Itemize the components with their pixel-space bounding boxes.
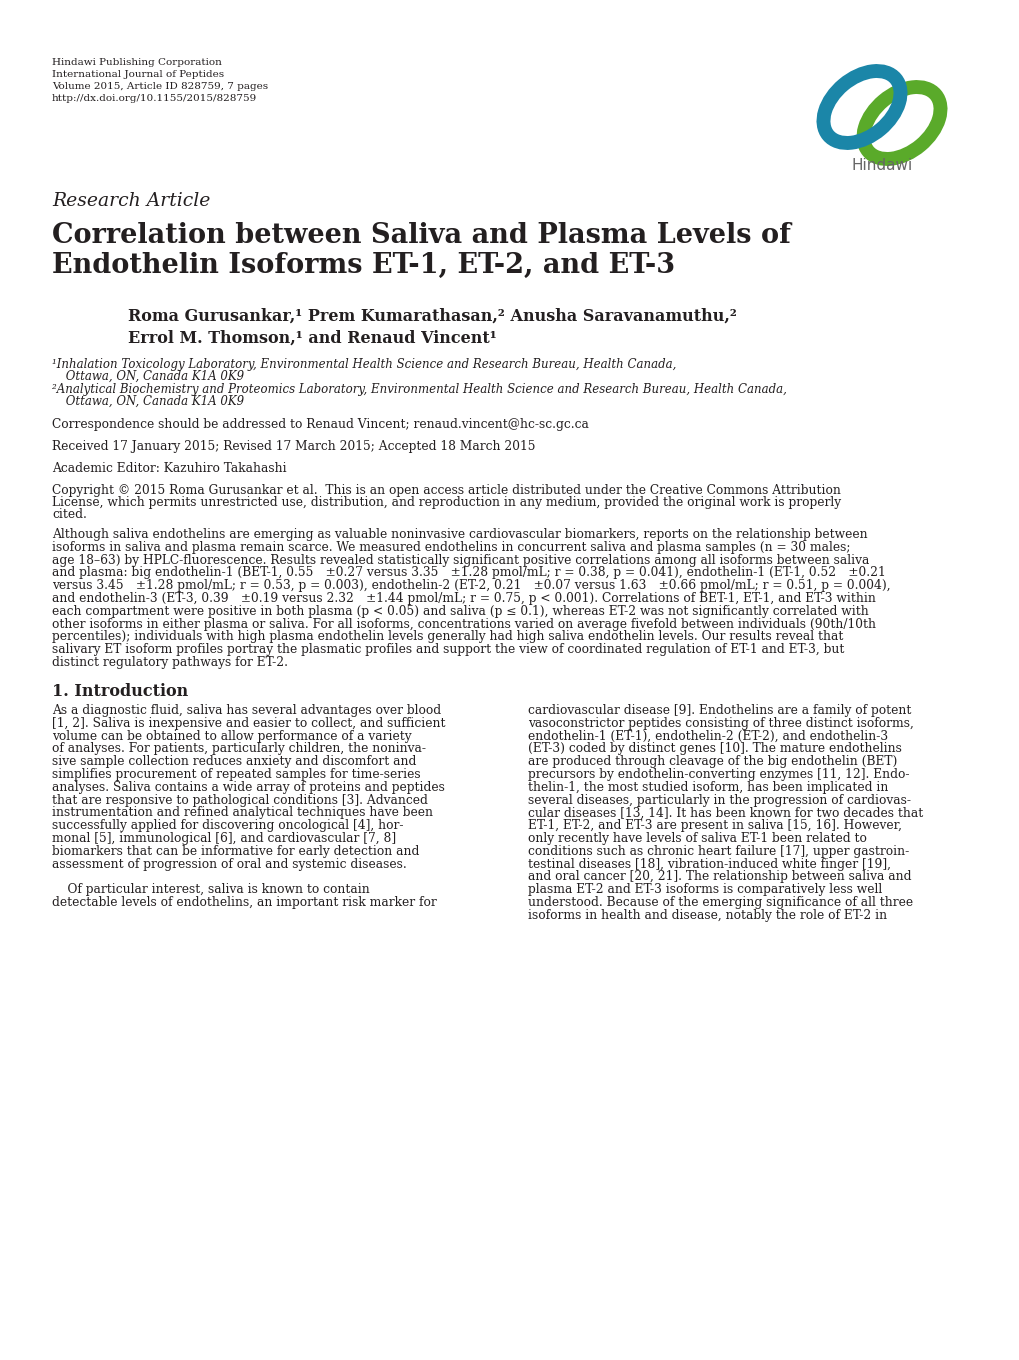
Text: International Journal of Peptides: International Journal of Peptides xyxy=(52,69,224,79)
Text: ET-1, ET-2, and ET-3 are present in saliva [15, 16]. However,: ET-1, ET-2, and ET-3 are present in sali… xyxy=(528,819,901,832)
Text: [1, 2]. Saliva is inexpensive and easier to collect, and sufficient: [1, 2]. Saliva is inexpensive and easier… xyxy=(52,717,445,730)
Text: ²Analytical Biochemistry and Proteomics Laboratory, Environmental Health Science: ²Analytical Biochemistry and Proteomics … xyxy=(52,384,786,396)
Text: License, which permits unrestricted use, distribution, and reproduction in any m: License, which permits unrestricted use,… xyxy=(52,496,841,509)
Text: detectable levels of endothelins, an important risk marker for: detectable levels of endothelins, an imp… xyxy=(52,896,436,908)
Text: each compartment were positive in both plasma (p < 0.05) and saliva (p ≤ 0.1), w: each compartment were positive in both p… xyxy=(52,605,868,617)
Text: cited.: cited. xyxy=(52,509,87,521)
Text: of analyses. For patients, particularly children, the noninva-: of analyses. For patients, particularly … xyxy=(52,743,426,755)
Text: Copyright © 2015 Roma Gurusankar et al.  This is an open access article distribu: Copyright © 2015 Roma Gurusankar et al. … xyxy=(52,484,840,496)
Text: cular diseases [13, 14]. It has been known for two decades that: cular diseases [13, 14]. It has been kno… xyxy=(528,806,922,819)
Text: and plasma: big endothelin-1 (BET-1, 0.55 ±0.27 versus 3.35 ±1.28 pmol/mL; r = 0: and plasma: big endothelin-1 (BET-1, 0.5… xyxy=(52,566,884,579)
Text: thelin-1, the most studied isoform, has been implicated in: thelin-1, the most studied isoform, has … xyxy=(528,781,888,794)
Text: and oral cancer [20, 21]. The relationship between saliva and: and oral cancer [20, 21]. The relationsh… xyxy=(528,870,911,884)
Text: cardiovascular disease [9]. Endothelins are a family of potent: cardiovascular disease [9]. Endothelins … xyxy=(528,704,911,717)
Text: understood. Because of the emerging significance of all three: understood. Because of the emerging sign… xyxy=(528,896,912,908)
Text: volume can be obtained to allow performance of a variety: volume can be obtained to allow performa… xyxy=(52,729,412,743)
Text: Academic Editor: Kazuhiro Takahashi: Academic Editor: Kazuhiro Takahashi xyxy=(52,462,286,475)
Text: testinal diseases [18], vibration-induced white finger [19],: testinal diseases [18], vibration-induce… xyxy=(528,858,891,870)
Text: Correspondence should be addressed to Renaud Vincent; renaud.vincent@hc-sc.gc.ca: Correspondence should be addressed to Re… xyxy=(52,418,588,431)
Text: Ottawa, ON, Canada K1A 0K9: Ottawa, ON, Canada K1A 0K9 xyxy=(62,394,244,408)
Text: conditions such as chronic heart failure [17], upper gastroin-: conditions such as chronic heart failure… xyxy=(528,845,908,858)
Text: analyses. Saliva contains a wide array of proteins and peptides: analyses. Saliva contains a wide array o… xyxy=(52,781,444,794)
Text: (ET-3) coded by distinct genes [10]. The mature endothelins: (ET-3) coded by distinct genes [10]. The… xyxy=(528,743,901,755)
Text: and endothelin-3 (ET-3, 0.39 ±0.19 versus 2.32 ±1.44 pmol/mL; r = 0.75, p < 0.00: and endothelin-3 (ET-3, 0.39 ±0.19 versu… xyxy=(52,592,875,605)
Text: that are responsive to pathological conditions [3]. Advanced: that are responsive to pathological cond… xyxy=(52,794,427,806)
Text: Although saliva endothelins are emerging as valuable noninvasive cardiovascular : Although saliva endothelins are emerging… xyxy=(52,528,867,541)
Text: biomarkers that can be informative for early detection and: biomarkers that can be informative for e… xyxy=(52,845,419,858)
Text: vasoconstrictor peptides consisting of three distinct isoforms,: vasoconstrictor peptides consisting of t… xyxy=(528,717,913,730)
Text: salivary ET isoform profiles portray the plasmatic profiles and support the view: salivary ET isoform profiles portray the… xyxy=(52,643,844,656)
Text: http://dx.doi.org/10.1155/2015/828759: http://dx.doi.org/10.1155/2015/828759 xyxy=(52,94,257,103)
Text: monal [5], immunological [6], and cardiovascular [7, 8]: monal [5], immunological [6], and cardio… xyxy=(52,832,395,845)
Text: versus 3.45 ±1.28 pmol/mL; r = 0.53, p = 0.003), endothelin-2 (ET-2, 0.21 ±0.07 : versus 3.45 ±1.28 pmol/mL; r = 0.53, p =… xyxy=(52,579,890,592)
Text: age 18–63) by HPLC-fluorescence. Results revealed statistically significant posi: age 18–63) by HPLC-fluorescence. Results… xyxy=(52,554,868,567)
Text: several diseases, particularly in the progression of cardiovas-: several diseases, particularly in the pr… xyxy=(528,794,910,806)
Text: endothelin-1 (ET-1), endothelin-2 (ET-2), and endothelin-3: endothelin-1 (ET-1), endothelin-2 (ET-2)… xyxy=(528,729,888,743)
Text: Hindawi: Hindawi xyxy=(851,158,912,173)
Text: distinct regulatory pathways for ET-2.: distinct regulatory pathways for ET-2. xyxy=(52,656,287,669)
Text: Correlation between Saliva and Plasma Levels of: Correlation between Saliva and Plasma Le… xyxy=(52,222,790,249)
Text: isoforms in health and disease, notably the role of ET-2 in: isoforms in health and disease, notably … xyxy=(528,908,887,922)
Text: are produced through cleavage of the big endothelin (BET): are produced through cleavage of the big… xyxy=(528,755,897,768)
Text: instrumentation and refined analytical techniques have been: instrumentation and refined analytical t… xyxy=(52,806,433,819)
Text: successfully applied for discovering oncological [4], hor-: successfully applied for discovering onc… xyxy=(52,819,404,832)
Text: precursors by endothelin-converting enzymes [11, 12]. Endo-: precursors by endothelin-converting enzy… xyxy=(528,768,909,781)
Text: simplifies procurement of repeated samples for time-series: simplifies procurement of repeated sampl… xyxy=(52,768,420,781)
Text: only recently have levels of saliva ET-1 been related to: only recently have levels of saliva ET-1… xyxy=(528,832,866,845)
Text: 1. Introduction: 1. Introduction xyxy=(52,683,189,700)
Text: Research Article: Research Article xyxy=(52,192,210,209)
Text: plasma ET-2 and ET-3 isoforms is comparatively less well: plasma ET-2 and ET-3 isoforms is compara… xyxy=(528,883,881,896)
Text: Hindawi Publishing Corporation: Hindawi Publishing Corporation xyxy=(52,58,222,67)
Text: Volume 2015, Article ID 828759, 7 pages: Volume 2015, Article ID 828759, 7 pages xyxy=(52,82,268,91)
Text: Errol M. Thomson,¹ and Renaud Vincent¹: Errol M. Thomson,¹ and Renaud Vincent¹ xyxy=(127,330,496,347)
Text: As a diagnostic fluid, saliva has several advantages over blood: As a diagnostic fluid, saliva has severa… xyxy=(52,704,440,717)
Text: Ottawa, ON, Canada K1A 0K9: Ottawa, ON, Canada K1A 0K9 xyxy=(62,370,244,384)
Text: ¹Inhalation Toxicology Laboratory, Environmental Health Science and Research Bur: ¹Inhalation Toxicology Laboratory, Envir… xyxy=(52,358,676,371)
Text: isoforms in saliva and plasma remain scarce. We measured endothelins in concurre: isoforms in saliva and plasma remain sca… xyxy=(52,541,850,554)
Text: sive sample collection reduces anxiety and discomfort and: sive sample collection reduces anxiety a… xyxy=(52,755,416,768)
Text: Received 17 January 2015; Revised 17 March 2015; Accepted 18 March 2015: Received 17 January 2015; Revised 17 Mar… xyxy=(52,441,535,453)
Text: assessment of progression of oral and systemic diseases.: assessment of progression of oral and sy… xyxy=(52,858,407,870)
Text: Roma Gurusankar,¹ Prem Kumarathasan,² Anusha Saravanamuthu,²: Roma Gurusankar,¹ Prem Kumarathasan,² An… xyxy=(127,307,736,325)
Text: Endothelin Isoforms ET-1, ET-2, and ET-3: Endothelin Isoforms ET-1, ET-2, and ET-3 xyxy=(52,252,675,279)
Text: percentiles); individuals with high plasma endothelin levels generally had high : percentiles); individuals with high plas… xyxy=(52,631,843,643)
Text: other isoforms in either plasma or saliva. For all isoforms, concentrations vari: other isoforms in either plasma or saliv… xyxy=(52,617,875,631)
Text: Of particular interest, saliva is known to contain: Of particular interest, saliva is known … xyxy=(52,883,370,896)
